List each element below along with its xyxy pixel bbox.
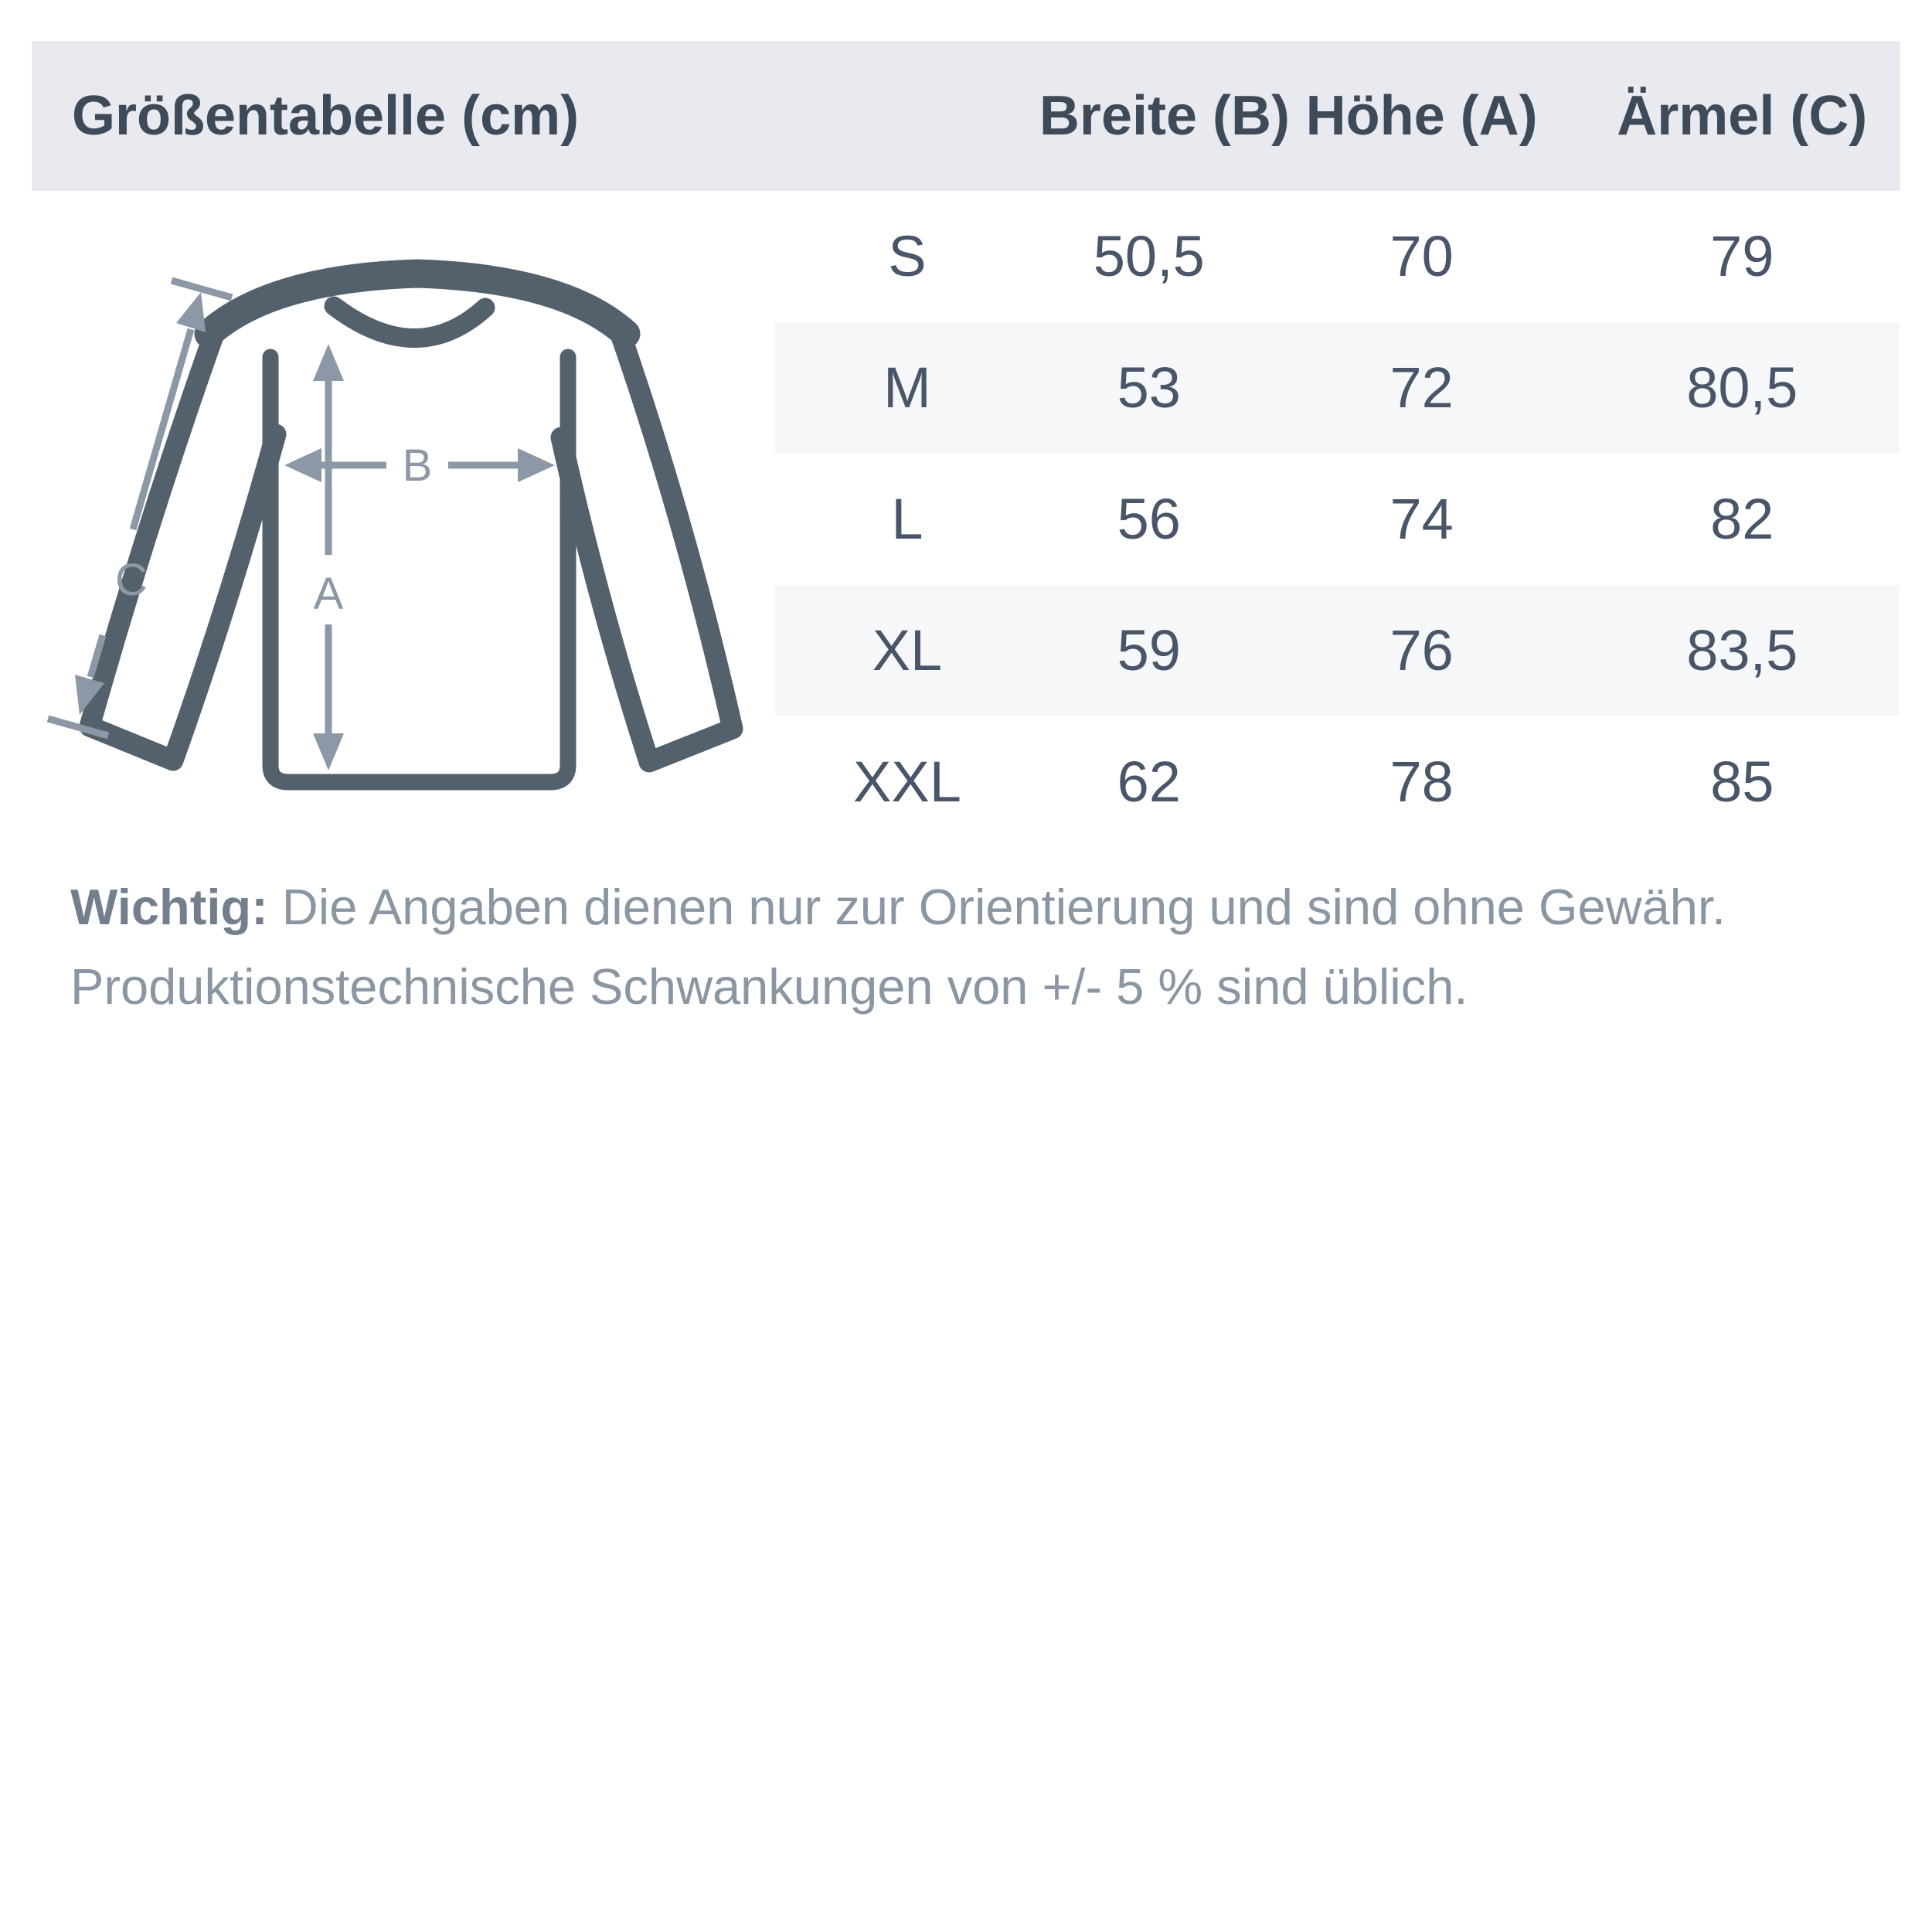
hoehe-value: 70 bbox=[1389, 224, 1454, 288]
sweater-diagram-svg: A B C bbox=[46, 259, 743, 791]
sweater-measurement-diagram: A B C bbox=[15, 185, 788, 850]
disclaimer-line-2: Produktionstechnische Schwankungen von +… bbox=[70, 958, 1468, 1015]
arrow-c-shaft-bottom bbox=[87, 634, 107, 679]
sweater-shoulders bbox=[194, 259, 641, 349]
aermel-value: 80,5 bbox=[1686, 355, 1798, 420]
sweater-outline bbox=[79, 259, 743, 791]
table-row-s: S 50,5 70 79 bbox=[775, 191, 1900, 322]
measure-arrow-a: A bbox=[313, 344, 344, 770]
aermel-value: 83,5 bbox=[1686, 618, 1798, 682]
breite-value: 56 bbox=[1117, 487, 1181, 551]
size-label: L bbox=[891, 487, 923, 551]
sweater-collar bbox=[324, 296, 495, 348]
column-header-breite: Breite (B) bbox=[1039, 85, 1290, 147]
size-label: S bbox=[888, 224, 927, 288]
aermel-value: 79 bbox=[1710, 224, 1774, 288]
arrowhead-a-bottom bbox=[313, 733, 344, 770]
hoehe-value: 72 bbox=[1389, 355, 1454, 420]
sweater-right-sleeve bbox=[550, 312, 743, 773]
disclaimer-note: Wichtig: Die Angaben dienen nur zur Orie… bbox=[70, 867, 1894, 1026]
size-label: XXL bbox=[853, 750, 961, 814]
measure-label-b: B bbox=[403, 440, 433, 491]
aermel-value: 82 bbox=[1710, 487, 1774, 551]
disclaimer-line-1: Wichtig: Die Angaben dienen nur zur Orie… bbox=[70, 867, 1894, 947]
arrowhead-a-top bbox=[313, 344, 344, 381]
hoehe-value: 76 bbox=[1389, 618, 1454, 682]
arrowhead-b-left bbox=[284, 448, 321, 482]
measure-label-a: A bbox=[314, 569, 344, 619]
sweater-left-sleeve bbox=[79, 312, 287, 771]
arrow-c-tick-bottom bbox=[46, 715, 110, 740]
hoehe-value: 78 bbox=[1389, 750, 1454, 814]
aermel-value: 85 bbox=[1710, 750, 1774, 814]
column-header-aermel: Ärmel (C) bbox=[1617, 85, 1868, 147]
table-row-l: L 56 74 82 bbox=[775, 454, 1900, 585]
measure-arrow-c: C bbox=[46, 277, 233, 740]
arrow-c-shaft-top bbox=[129, 328, 195, 531]
table-header-band: Größentabelle (cm) Breite (B) Höhe (A) Ä… bbox=[32, 41, 1900, 191]
size-label: M bbox=[883, 355, 931, 420]
breite-value: 62 bbox=[1117, 750, 1181, 814]
size-label: XL bbox=[872, 618, 943, 682]
measurement-arrows: A B C bbox=[46, 277, 555, 770]
column-header-hoehe: Höhe (A) bbox=[1305, 85, 1538, 147]
breite-value: 53 bbox=[1117, 355, 1181, 420]
disclaimer-label: Wichtig: bbox=[70, 879, 268, 935]
table-row-xl: XL 59 76 83,5 bbox=[775, 585, 1900, 716]
measure-label-c: C bbox=[115, 555, 148, 605]
hoehe-value: 74 bbox=[1389, 487, 1454, 551]
disclaimer-text-1: Die Angaben dienen nur zur Orientierung … bbox=[267, 879, 1726, 935]
arrowhead-b-right bbox=[518, 448, 555, 482]
table-row-m: M 53 72 80,5 bbox=[775, 322, 1900, 454]
arrow-c-tick-top bbox=[170, 277, 233, 301]
sweater-body bbox=[262, 349, 577, 791]
measure-arrow-b: B bbox=[284, 440, 555, 491]
table-row-xxl: XXL 62 78 85 bbox=[775, 716, 1900, 848]
breite-value: 50,5 bbox=[1093, 224, 1205, 288]
size-table: S 50,5 70 79 M 53 72 80,5 L 56 74 82 XL … bbox=[775, 191, 1900, 848]
arrowhead-c-bottom bbox=[75, 675, 104, 715]
breite-value: 59 bbox=[1117, 618, 1181, 682]
column-headers: Breite (B) Höhe (A) Ärmel (C) bbox=[775, 41, 1900, 191]
arrowhead-c-top bbox=[176, 292, 206, 332]
page-title: Größentabelle (cm) bbox=[72, 85, 580, 147]
